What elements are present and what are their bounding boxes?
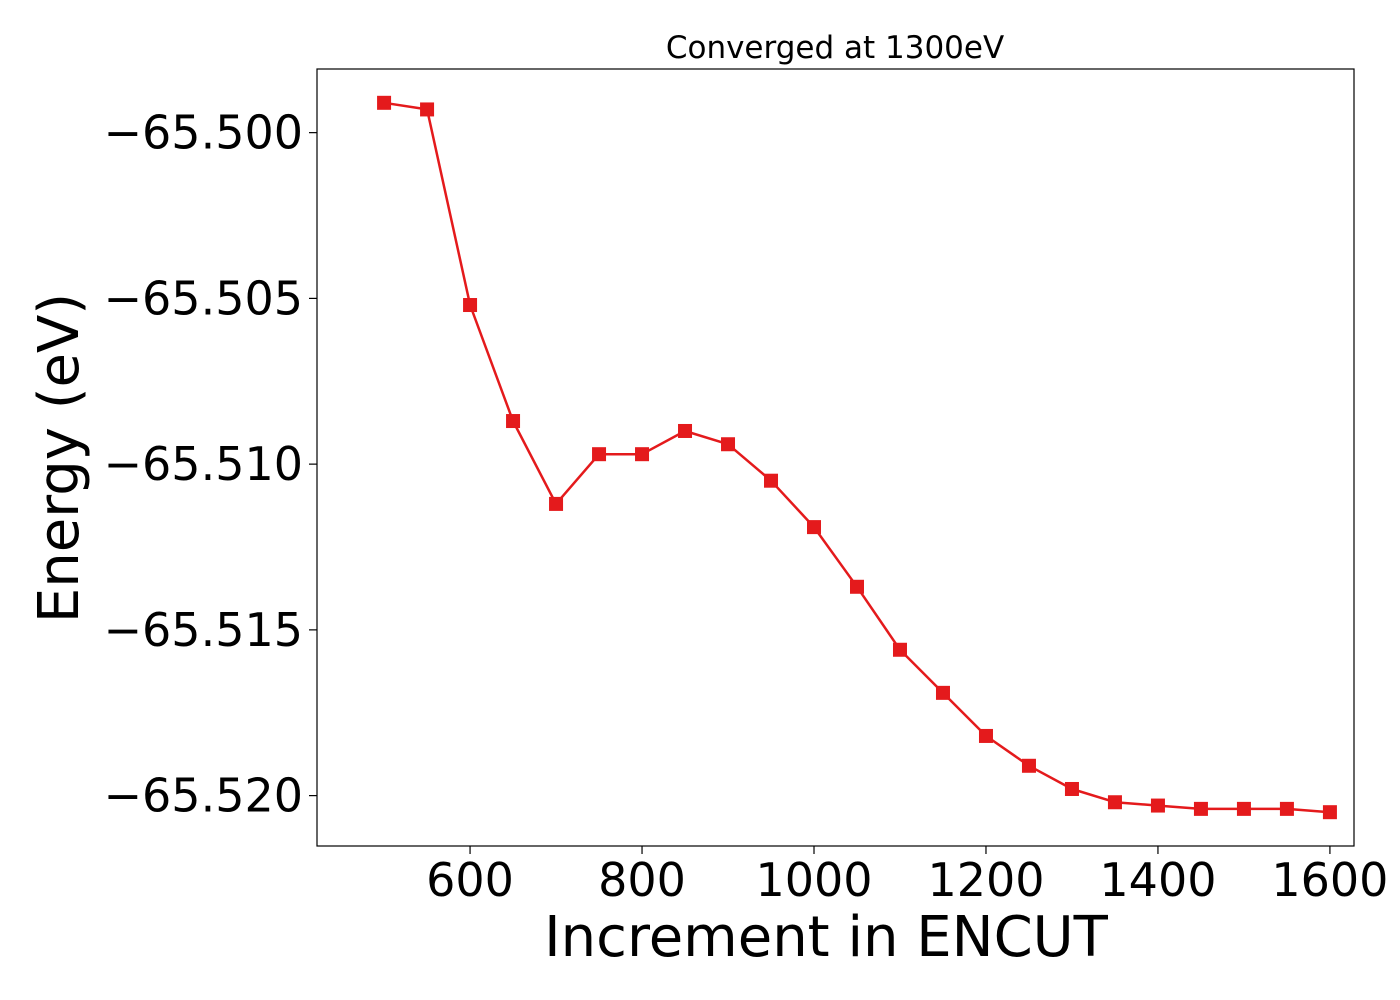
x-tick-label: 1000 [755, 853, 872, 907]
data-point [1279, 801, 1294, 816]
y-axis-label: Energy (eV) [27, 293, 92, 623]
data-point [1236, 801, 1251, 816]
data-point [1193, 801, 1208, 816]
data-point [1064, 781, 1079, 796]
x-axis: 600 800 1000 1200 1400 1600 [426, 846, 1388, 907]
data-point [678, 423, 693, 438]
series-line [383, 101, 1330, 814]
plot-frame [316, 68, 1355, 847]
x-tick-label: 1200 [927, 853, 1044, 907]
data-point [506, 414, 521, 429]
y-axis: −65.500 −65.505 −65.510 −65.515 −65.520 [104, 106, 317, 823]
x-axis-label: Increment in ENCUT [544, 905, 1109, 970]
data-point [892, 642, 907, 657]
data-point [592, 447, 607, 462]
x-tick-label: 800 [598, 853, 686, 907]
data-point [420, 102, 435, 117]
data-point [935, 685, 950, 700]
data-point [463, 298, 478, 313]
data-point [764, 473, 779, 488]
data-point [978, 728, 993, 743]
data-point [635, 447, 650, 462]
data-point [721, 437, 736, 452]
data-point [807, 520, 822, 535]
data-point [377, 95, 392, 110]
y-tick-label: −65.505 [104, 271, 304, 325]
data-point [1021, 758, 1036, 773]
x-tick-label: 1400 [1099, 853, 1216, 907]
chart-title: Converged at 1300eV [666, 30, 1004, 66]
y-tick-label: −65.500 [104, 106, 304, 160]
data-point [549, 496, 564, 511]
x-tick-label: 1600 [1271, 853, 1388, 907]
plot-area [377, 95, 1337, 820]
data-point [1107, 795, 1122, 810]
y-tick-label: −65.510 [104, 437, 304, 491]
y-tick-label: −65.515 [104, 603, 304, 657]
data-point [849, 579, 864, 594]
data-point [1322, 805, 1337, 820]
data-point [1150, 798, 1165, 813]
y-tick-label: −65.520 [104, 769, 304, 823]
x-tick-label: 600 [426, 853, 514, 907]
